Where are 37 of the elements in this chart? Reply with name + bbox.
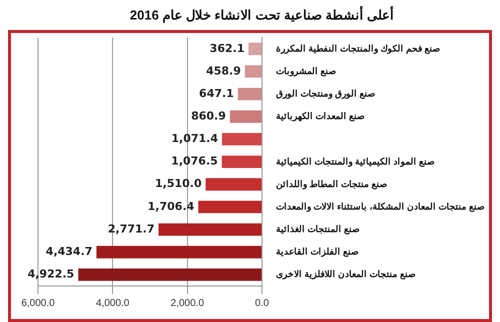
y-tick-label: صنع المشروبات	[276, 66, 337, 77]
bar	[222, 133, 262, 146]
data-label: 1,071.4	[171, 132, 218, 146]
chart-title: أعلى أنشطة صناعية تحت الانشاء خلال عام 2016	[130, 6, 394, 24]
x-tick-label: 6,000.0	[21, 298, 56, 309]
data-label: 860.9	[191, 109, 226, 122]
y-tick-label: صنع الورق ومنتجات الورق	[276, 88, 376, 100]
bar	[158, 223, 262, 236]
bar	[238, 88, 262, 100]
data-label: 458.9	[206, 64, 241, 78]
y-tick-label: صنع منتجات المطاط واللدائن	[276, 178, 388, 190]
bar	[244, 65, 262, 78]
y-tick-label: صنع المواد الكيميائية والمنتجات الكيميائية	[276, 156, 436, 168]
x-tick-label: 0.0	[255, 298, 270, 309]
x-tick-label: 4,000.0	[96, 298, 130, 309]
data-label: 2,771.7	[108, 222, 155, 236]
data-label: 4,922.5	[28, 268, 74, 281]
x-tick-label: 2,000.0	[170, 298, 204, 309]
data-label: 362.1	[210, 42, 244, 55]
bar	[198, 200, 262, 214]
y-tick-label: صنع منتجات المعادن المشكلة، باستثناء الالات والمعدات	[276, 201, 486, 212]
bar	[206, 178, 262, 191]
data-label: 1,510.0	[154, 177, 202, 190]
y-tick-label: صنع المنتجات الغذائية	[276, 224, 360, 236]
bar	[78, 268, 262, 281]
bar	[96, 246, 262, 258]
data-label: 1,706.4	[148, 200, 195, 213]
y-tick-label: صنع فحم الكوك والمنتجات النفطية المكررة	[276, 43, 441, 54]
bar	[222, 156, 262, 168]
data-label: 1,076.5	[171, 154, 218, 168]
y-tick-label: صنع الفلزات القاعدية	[276, 246, 360, 258]
y-tick-label: صنع المعدات الكهربائية	[276, 111, 366, 122]
y-tick-label: صنع منتجات المعادن اللافلزية الاخرى	[276, 269, 416, 280]
data-label: 4,434.7	[46, 244, 92, 258]
bar	[248, 42, 262, 56]
data-label: 647.1	[199, 86, 234, 100]
bar	[230, 110, 262, 123]
